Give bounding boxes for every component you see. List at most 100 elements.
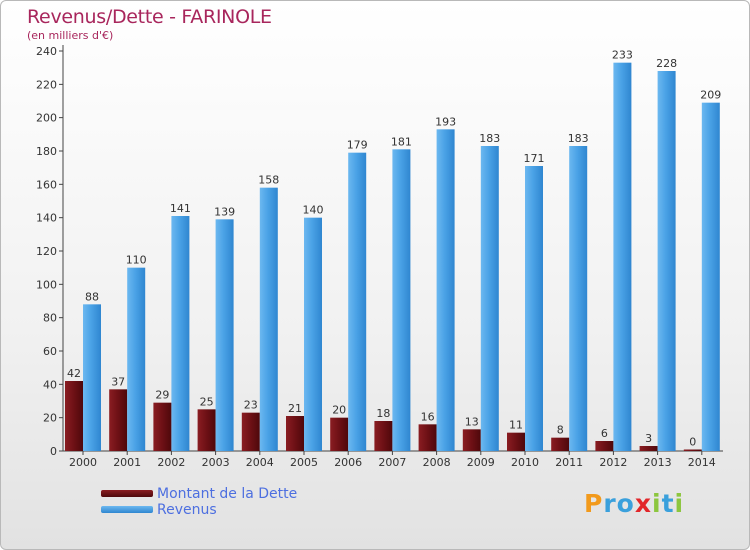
proxiti-logo: Proxiti <box>584 489 684 518</box>
data-label-dette: 18 <box>376 407 390 420</box>
logo-letter: o <box>616 489 635 518</box>
data-label-dette: 20 <box>332 404 346 417</box>
bar-dette <box>639 446 658 451</box>
data-label-revenus: 139 <box>214 205 235 218</box>
bar-dette <box>683 449 702 451</box>
x-tick-label: 2014 <box>688 456 716 469</box>
bar-dette <box>109 389 128 451</box>
data-label-dette: 16 <box>421 410 435 423</box>
data-label-revenus: 228 <box>656 57 677 70</box>
y-tick-label: 100 <box>36 278 57 291</box>
bar-revenus <box>348 152 367 451</box>
legend-label-revenus: Revenus <box>157 502 217 518</box>
data-label-dette: 3 <box>645 432 652 445</box>
logo-letter: i <box>674 489 685 518</box>
y-tick-label: 140 <box>36 212 57 225</box>
x-tick-label: 2006 <box>334 456 362 469</box>
data-label-dette: 0 <box>689 436 696 449</box>
chart-title: Revenus/Dette - FARINOLE <box>27 6 272 28</box>
data-label-revenus: 183 <box>479 132 500 145</box>
bar-dette <box>507 432 525 451</box>
bar-dette <box>286 416 304 451</box>
x-tick-label: 2012 <box>599 456 627 469</box>
data-label-revenus: 183 <box>568 132 589 145</box>
bar-revenus <box>215 219 234 451</box>
data-label-dette: 23 <box>244 399 258 412</box>
y-tick-label: 60 <box>43 345 57 358</box>
data-label-dette: 42 <box>67 367 81 380</box>
x-tick-label: 2001 <box>113 456 141 469</box>
bar-revenus <box>392 149 411 452</box>
data-label-revenus: 209 <box>700 89 721 102</box>
bar-dette <box>551 437 570 451</box>
x-tick-label: 2003 <box>202 456 230 469</box>
x-tick-label: 2013 <box>644 456 672 469</box>
data-label-dette: 6 <box>601 427 608 440</box>
bar-revenus <box>480 146 499 451</box>
logo-letter: t <box>661 489 675 518</box>
legend-swatch-dette <box>101 490 153 497</box>
x-tick-label: 2009 <box>467 456 495 469</box>
bar-dette <box>65 381 83 451</box>
bar-revenus <box>83 304 101 451</box>
data-label-revenus: 141 <box>170 202 191 215</box>
bar-revenus <box>171 216 190 451</box>
bar-dette <box>197 409 216 451</box>
data-label-dette: 29 <box>155 389 169 402</box>
bar-dette <box>153 402 172 451</box>
data-label-dette: 13 <box>465 415 479 428</box>
x-tick-label: 2000 <box>69 456 97 469</box>
data-label-revenus: 233 <box>612 49 633 62</box>
x-tick-label: 2010 <box>511 456 539 469</box>
bar-dette <box>241 412 260 451</box>
data-label-dette: 21 <box>288 402 302 415</box>
y-tick-label: 160 <box>36 178 57 191</box>
bar-dette <box>374 421 393 451</box>
data-label-revenus: 193 <box>435 115 456 128</box>
bar-revenus <box>701 102 720 452</box>
y-tick-label: 240 <box>36 45 57 58</box>
bar-revenus <box>259 187 278 451</box>
data-label-revenus: 158 <box>258 174 279 187</box>
bar-revenus <box>569 146 588 451</box>
legend-label-dette: Montant de la Dette <box>157 486 298 502</box>
data-label-dette: 37 <box>111 375 125 388</box>
x-tick-label: 2007 <box>378 456 406 469</box>
data-label-revenus: 171 <box>524 152 545 165</box>
bar-revenus <box>613 62 632 452</box>
data-label-revenus: 88 <box>85 290 99 303</box>
x-tick-label: 2002 <box>157 456 185 469</box>
chart-subtitle: (en milliers d'€) <box>27 29 114 42</box>
y-tick-label: 40 <box>43 378 57 391</box>
logo-letter: P <box>584 489 604 518</box>
logo-letter: x <box>634 489 652 518</box>
data-label-revenus: 140 <box>303 204 324 217</box>
data-label-revenus: 181 <box>391 135 412 148</box>
logo-letter: r <box>603 489 617 518</box>
y-tick-label: 200 <box>36 112 57 125</box>
bar-revenus <box>304 217 322 451</box>
bars: 4288371102914125139231582114020179181811… <box>65 49 721 452</box>
logo-letter: i <box>652 489 662 518</box>
x-tick-label: 2005 <box>290 456 318 469</box>
bar-revenus <box>127 267 146 451</box>
y-tick-label: 220 <box>36 78 57 91</box>
bar-dette <box>330 417 349 451</box>
y-tick-label: 20 <box>43 412 57 425</box>
data-label-revenus: 110 <box>126 254 147 267</box>
legend-swatch-revenus <box>101 506 153 513</box>
y-tick-label: 120 <box>36 245 57 258</box>
bar-dette <box>595 441 614 451</box>
bar-dette <box>462 429 481 451</box>
bar-revenus <box>525 166 543 451</box>
x-tick-label: 2011 <box>555 456 583 469</box>
x-tick-label: 2004 <box>246 456 274 469</box>
data-label-dette: 25 <box>200 395 214 408</box>
bar-dette <box>418 424 437 451</box>
data-label-dette: 11 <box>509 419 523 432</box>
bar-revenus <box>657 71 676 451</box>
y-tick-label: 80 <box>43 312 57 325</box>
y-tick-label: 180 <box>36 145 57 158</box>
